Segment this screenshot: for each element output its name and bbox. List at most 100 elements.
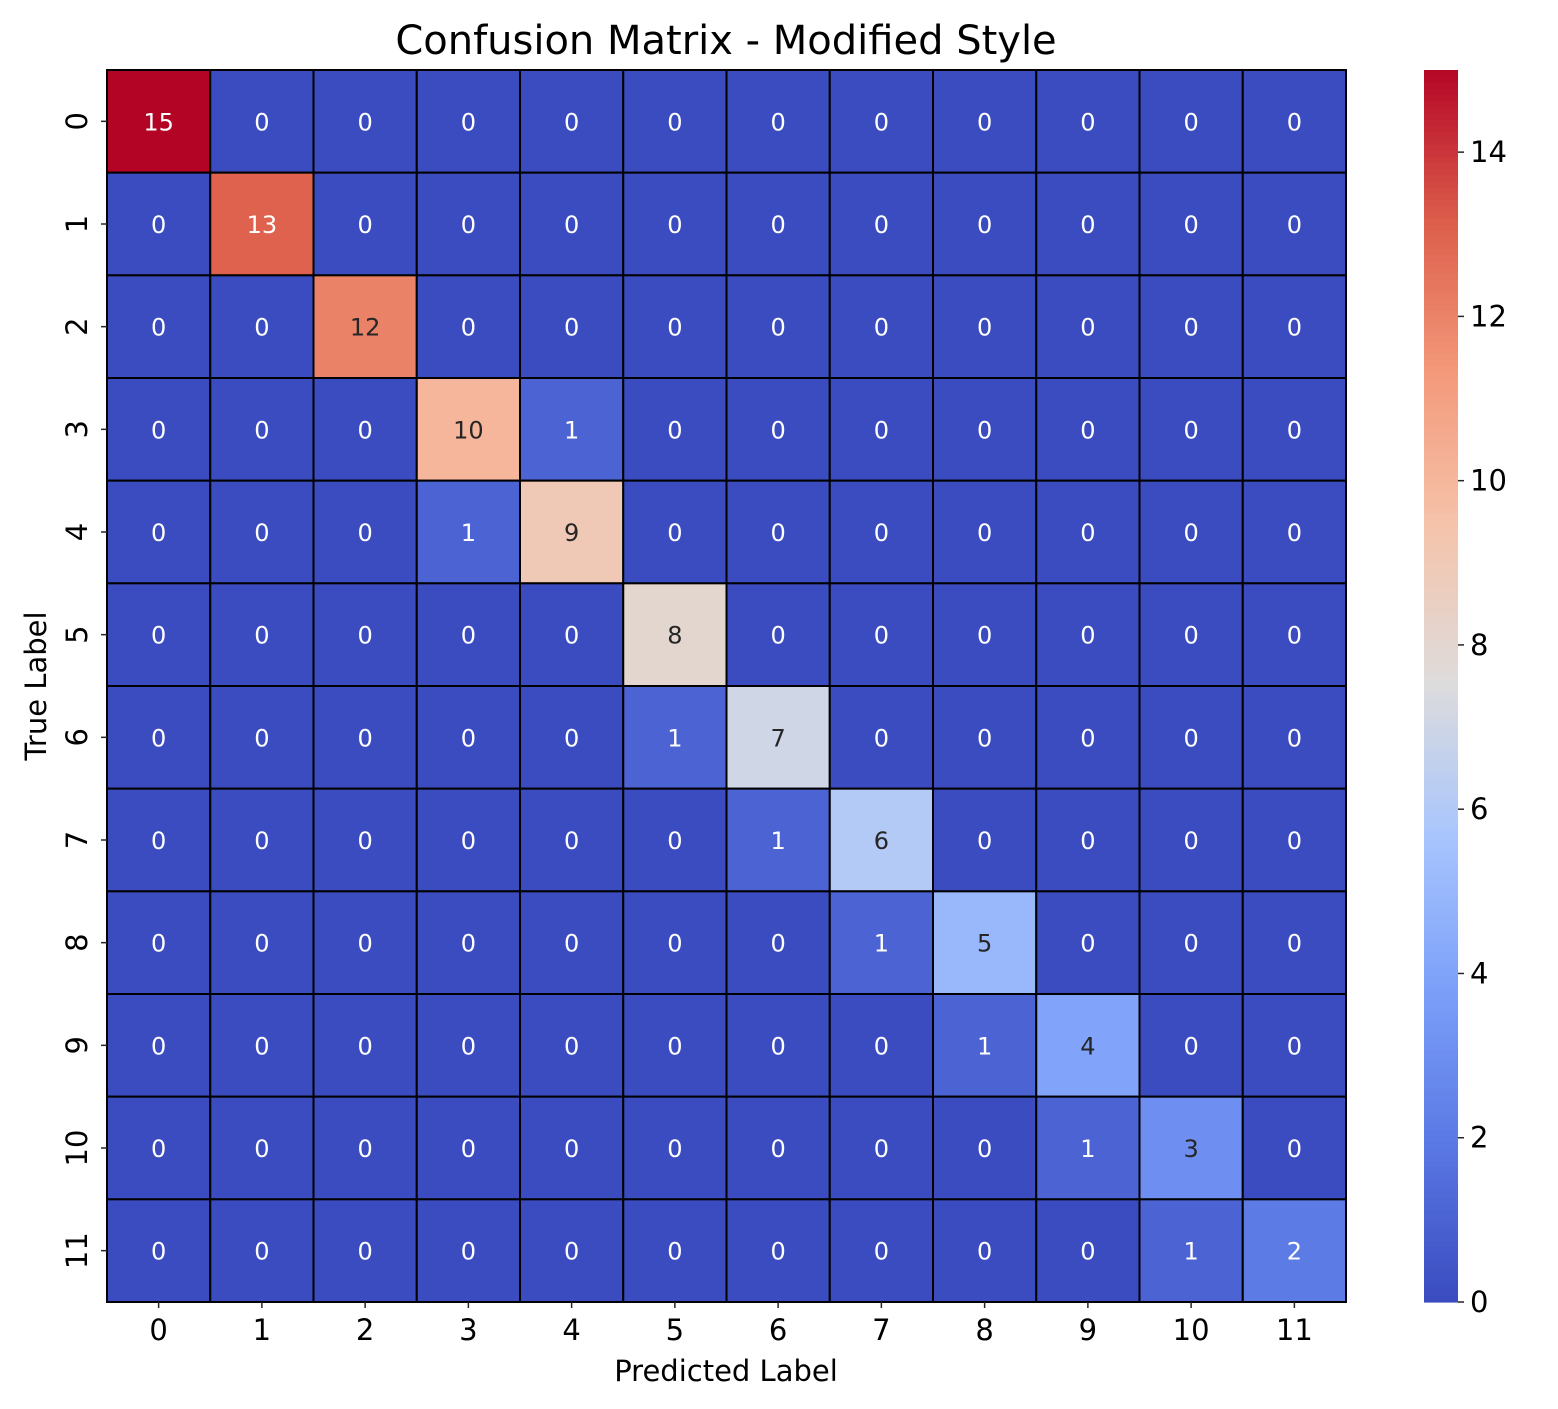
heatmap-cell [1035,685,1141,790]
cell-annotation: 0 [667,930,682,958]
cell-annotation: 0 [254,108,269,136]
colorbar-segment [1424,1160,1458,1168]
cell-annotation: 0 [564,1238,579,1266]
colorbar-segment [1424,1055,1458,1063]
colorbar-segment [1424,581,1458,589]
colorbar-segment [1424,630,1458,638]
colorbar-segment [1424,1240,1458,1248]
colorbar-segment [1424,205,1458,213]
colorbar-segment [1424,796,1458,804]
x-tick-label: 0 [149,1313,167,1347]
colorbar-segment [1424,722,1458,730]
colorbar-segment [1424,1246,1458,1254]
colorbar-segment [1424,347,1458,354]
colorbar-segment [1424,821,1458,829]
cell-annotation: 0 [1080,724,1095,752]
colorbar-segment [1424,470,1458,478]
colorbar-segment [1424,279,1458,287]
cell-annotation: 15 [143,108,174,136]
x-tick-label: 2 [356,1313,374,1347]
colorbar-segment [1424,889,1458,897]
cell-annotation: 0 [977,519,992,547]
y-tick-label: 2 [60,317,94,335]
cell-annotation: 0 [977,416,992,444]
heatmap-cell [415,582,521,687]
colorbar-segment [1424,827,1458,835]
cell-annotation: 0 [564,622,579,650]
cell-annotation: 0 [461,622,476,650]
cell-annotation: 4 [1080,1032,1095,1060]
colorbar-segment [1424,525,1458,533]
colorbar-segment [1424,605,1458,613]
heatmap-cell [209,993,315,1098]
cell-annotation: 0 [874,211,889,239]
cell-annotation: 1 [1080,1135,1095,1163]
heatmap-cell [622,685,728,790]
x-tick-label: 9 [1079,1313,1097,1347]
heatmap-cell [1035,377,1141,482]
cell-annotation: 0 [1183,519,1198,547]
cell-annotation: 0 [977,211,992,239]
cell-annotation: 0 [357,108,372,136]
heatmap-cell [312,69,418,174]
cell-annotation: 10 [453,416,484,444]
colorbar-segment [1424,907,1458,915]
heatmap-cell [1035,69,1141,174]
colorbar-segment [1424,913,1458,921]
colorbar-segment [1424,291,1458,299]
heatmap-cell [312,890,418,995]
heatmap-cell [209,1095,315,1201]
colorbar-segment [1424,1024,1458,1032]
colorbar-segment [1424,211,1458,219]
colorbar-segment [1424,1049,1458,1057]
cell-annotation: 0 [874,622,889,650]
cell-annotation: 0 [357,416,372,444]
cell-annotation: 0 [151,519,166,547]
colorbar-segment [1424,285,1458,293]
cell-annotation: 0 [874,1238,889,1266]
colorbar-segment [1424,692,1458,699]
colorbar-segment [1424,538,1458,545]
heatmap-cell [622,69,728,174]
x-tick-label: 4 [562,1313,580,1347]
colorbar-segment [1424,747,1458,755]
colorbar-segment [1424,328,1458,336]
colorbar-segment [1424,150,1458,157]
y-tick-label: 5 [60,625,94,643]
heatmap-cell [622,377,728,482]
colorbar-segment [1424,981,1458,989]
cell-annotation: 0 [461,108,476,136]
cell-annotation: 0 [977,314,992,342]
colorbar-segment [1424,316,1458,324]
x-tick-label: 8 [975,1313,993,1347]
colorbar-segment [1424,297,1458,305]
heatmap-cell [209,69,315,174]
colorbar-segment [1424,1043,1458,1051]
cell-annotation: 0 [151,211,166,239]
cell-annotation: 7 [770,724,785,752]
colorbar-segment [1424,1234,1458,1241]
colorbar-segment [1424,359,1458,367]
cell-annotation: 0 [667,1032,682,1060]
cell-annotation: 0 [1183,622,1198,650]
colorbar-segment [1424,439,1458,447]
heatmap-cell [312,274,418,380]
cell-annotation: 0 [461,930,476,958]
colorbar-segment [1424,556,1458,564]
heatmap-cell [622,582,728,687]
heatmap-cell [106,479,212,585]
colorbar-segment [1424,341,1458,348]
y-tick-label: 10 [60,1130,94,1167]
heatmap-cell [1138,1095,1244,1201]
colorbar-segment [1424,624,1458,632]
colorbar-segment [1424,766,1458,773]
cell-annotation: 0 [254,1238,269,1266]
heatmap-cell [519,171,625,277]
colorbar-segment [1424,809,1458,816]
colorbar-segment [1424,433,1458,441]
cell-annotation: 1 [770,827,785,855]
cell-annotation: 0 [1287,930,1302,958]
colorbar: 0 2 4 6 8 10 12 14 [1424,70,1507,1319]
cell-annotation: 5 [977,930,992,958]
